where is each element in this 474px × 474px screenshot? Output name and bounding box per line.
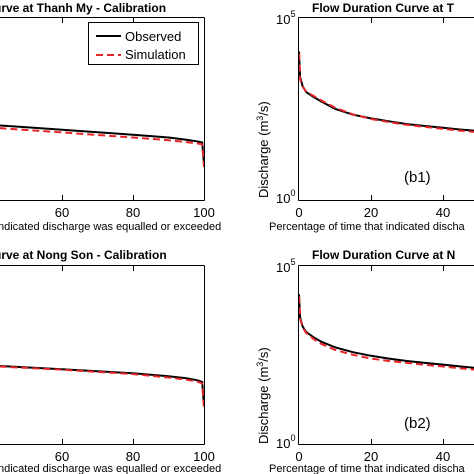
panel-b2-xticks: 0 20 40 bbox=[295, 265, 450, 464]
panel-a1-xticks: 60 80 100 bbox=[55, 17, 215, 220]
panel-b2-ytick-bottom: 100 bbox=[276, 433, 295, 451]
series-line-simulation bbox=[299, 53, 474, 133]
panel-a1: urve at Thanh My - Calibration 60 80 100… bbox=[0, 1, 221, 233]
panel-b1-ylabel: Discharge (m3/s) bbox=[255, 101, 271, 198]
panel-a1-title: urve at Thanh My - Calibration bbox=[0, 1, 166, 15]
panel-b1-ytick-bottom: 100 bbox=[276, 188, 295, 206]
panel-b2-series bbox=[299, 294, 474, 371]
panel-a2-xtick-label: 60 bbox=[55, 449, 69, 464]
panel-b1-series bbox=[299, 51, 474, 133]
legend-box bbox=[88, 22, 199, 65]
series-line-simulation bbox=[0, 127, 204, 168]
panel-b1-xtick-label: 40 bbox=[436, 205, 450, 220]
panel-a2-xlabel: ndicated discharge was equalled or excee… bbox=[0, 463, 221, 474]
panel-a2-xtick-label: 100 bbox=[193, 449, 215, 464]
panel-b1-xtick-label: 20 bbox=[364, 205, 378, 220]
panel-b2-xtick-label: 0 bbox=[295, 449, 302, 464]
series-line-simulation bbox=[299, 296, 474, 371]
panel-b2-label: (b2) bbox=[404, 415, 431, 432]
panel-b2-ytick-top: 105 bbox=[276, 257, 295, 275]
panel-b1-xtick-label: 0 bbox=[295, 205, 302, 220]
panel-a1-xtick-label: 80 bbox=[126, 205, 140, 220]
panel-a2-series bbox=[0, 364, 204, 409]
panel-b1-xlabel: Percentage of time that indicated discha bbox=[269, 221, 466, 233]
legend-label-simulation: Simulation bbox=[125, 47, 186, 62]
panel-b1: Flow Duration Curve at T 0 20 40 105 100… bbox=[255, 1, 474, 233]
panel-a1-xtick-label: 100 bbox=[193, 205, 215, 220]
panel-b1-ytick-top: 105 bbox=[276, 9, 295, 27]
panel-a2-xticks: 40 60 80 100 bbox=[55, 265, 215, 464]
panel-b2-xtick-label: 40 bbox=[436, 449, 450, 464]
panel-a2: urve at Nong Son - Calibration 40 60 80 … bbox=[0, 248, 221, 474]
series-line-observed bbox=[299, 294, 474, 369]
series-line-observed bbox=[299, 51, 474, 132]
panel-a2-xtick-label: 80 bbox=[126, 449, 140, 464]
panel-a1-series bbox=[0, 124, 204, 168]
series-line-observed bbox=[0, 124, 204, 164]
panel-b1-xticks: 0 20 40 bbox=[295, 17, 450, 220]
panel-b2-xtick-label: 20 bbox=[364, 449, 378, 464]
series-line-observed bbox=[0, 364, 204, 406]
panel-b1-yticks: 105 100 bbox=[276, 9, 295, 206]
panel-a1-xlabel: ndicated discharge was equalled or excee… bbox=[0, 221, 221, 233]
panel-a1-xtick-label: 60 bbox=[55, 205, 69, 220]
series-line-simulation bbox=[0, 365, 204, 409]
panel-b2-title: Flow Duration Curve at N bbox=[312, 248, 455, 262]
panel-a2-title: urve at Nong Son - Calibration bbox=[0, 248, 167, 262]
panel-b1-label: (b1) bbox=[404, 169, 431, 186]
panel-b2-ylabel: Discharge (m3/s) bbox=[255, 347, 271, 444]
panel-b2: Flow Duration Curve at N 0 20 40 105 100… bbox=[255, 248, 474, 474]
legend: Observed Simulation bbox=[88, 22, 199, 65]
panel-b2-yticks: 105 100 bbox=[276, 257, 295, 451]
legend-label-observed: Observed bbox=[125, 29, 181, 44]
panel-b1-title: Flow Duration Curve at T bbox=[312, 1, 455, 15]
panel-b2-xlabel: Percentage of time that indicated discha bbox=[269, 463, 466, 474]
